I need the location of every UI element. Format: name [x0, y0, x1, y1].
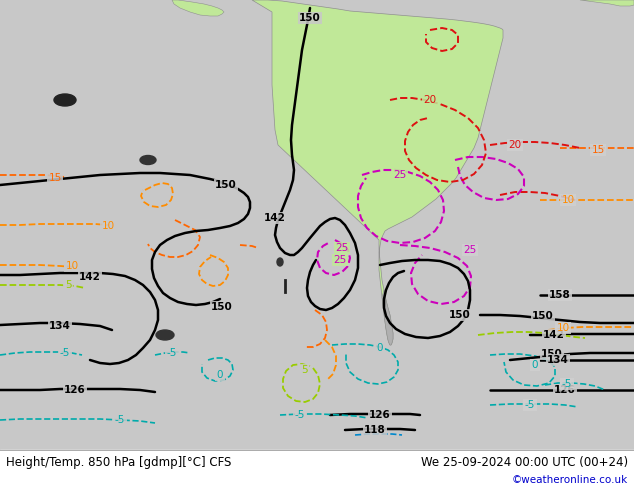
- Ellipse shape: [277, 258, 283, 266]
- Text: 10: 10: [562, 195, 574, 205]
- Text: 5: 5: [65, 280, 71, 290]
- Text: 25: 25: [335, 243, 349, 253]
- Text: 25: 25: [333, 255, 347, 265]
- Text: 0: 0: [377, 343, 383, 353]
- Text: 142: 142: [543, 330, 565, 340]
- Text: -5: -5: [562, 379, 573, 389]
- Text: ©weatheronline.co.uk: ©weatheronline.co.uk: [512, 475, 628, 485]
- Text: 126: 126: [369, 410, 391, 420]
- Polygon shape: [172, 0, 224, 16]
- Text: 142: 142: [264, 213, 286, 223]
- Text: -5: -5: [115, 415, 125, 425]
- Ellipse shape: [140, 155, 156, 165]
- Text: -5: -5: [167, 348, 177, 358]
- Polygon shape: [580, 0, 634, 6]
- Text: 10: 10: [65, 261, 79, 271]
- Text: -5: -5: [60, 348, 70, 358]
- Text: 126: 126: [64, 385, 86, 395]
- Text: 15: 15: [48, 173, 61, 183]
- Text: -5: -5: [525, 400, 535, 410]
- Text: 25: 25: [463, 245, 477, 255]
- Ellipse shape: [54, 94, 76, 106]
- Text: 158: 158: [549, 290, 571, 300]
- Text: 0: 0: [217, 370, 223, 380]
- Text: 15: 15: [592, 145, 605, 155]
- Bar: [0, 450, 634, 490]
- Text: 142: 142: [79, 272, 101, 282]
- Text: 25: 25: [393, 170, 406, 180]
- Text: 126: 126: [554, 385, 576, 395]
- Text: 150: 150: [211, 302, 233, 312]
- Text: -5: -5: [295, 410, 305, 420]
- Text: 134: 134: [547, 355, 569, 365]
- Text: 150: 150: [541, 349, 563, 359]
- Ellipse shape: [156, 330, 174, 340]
- Text: 150: 150: [215, 180, 237, 190]
- Text: 0: 0: [532, 360, 538, 370]
- Polygon shape: [252, 0, 503, 345]
- Text: 150: 150: [532, 311, 554, 321]
- Text: 150: 150: [299, 13, 321, 23]
- Text: 20: 20: [424, 95, 437, 105]
- Text: 134: 134: [49, 321, 71, 331]
- Text: We 25-09-2024 00:00 UTC (00+24): We 25-09-2024 00:00 UTC (00+24): [421, 456, 628, 468]
- Text: 5: 5: [301, 365, 307, 375]
- Text: 150: 150: [449, 310, 471, 320]
- Text: 20: 20: [508, 140, 522, 150]
- Text: Height/Temp. 850 hPa [gdmp][°C] CFS: Height/Temp. 850 hPa [gdmp][°C] CFS: [6, 456, 231, 468]
- Text: 10: 10: [557, 323, 569, 333]
- Text: 10: 10: [101, 221, 115, 231]
- Polygon shape: [382, 290, 393, 345]
- Text: 118: 118: [364, 425, 386, 435]
